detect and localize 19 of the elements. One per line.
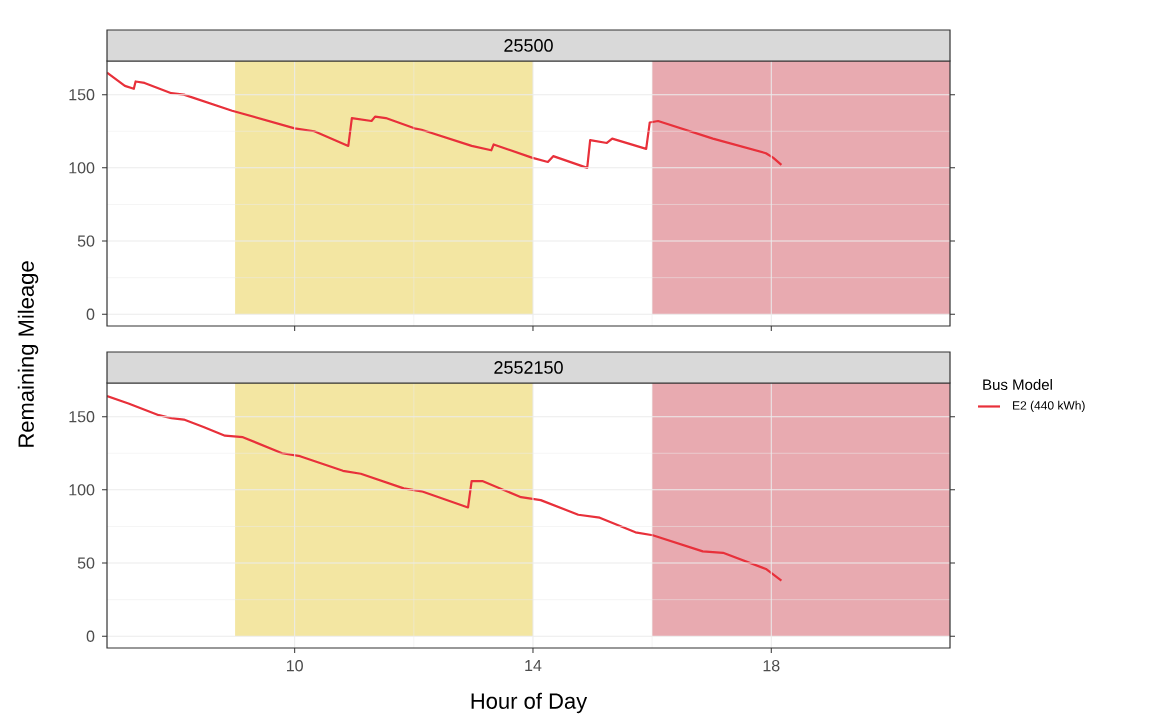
- y-tick-label: 150: [69, 89, 95, 101]
- x-tick-label: 10: [287, 660, 303, 672]
- chart-title: 2552150: [494, 361, 563, 374]
- y-axis-title: Remaining Mileage: [17, 261, 39, 447]
- line-series: [107, 395, 783, 582]
- legend-label: E2 (440 kWh): [1013, 400, 1085, 413]
- chart-title: 25500: [504, 39, 553, 52]
- x-axis-title: Hour of Day: [471, 692, 588, 714]
- y-tick-label: 150: [69, 411, 95, 423]
- y-tick-label: 100: [69, 484, 95, 496]
- line-series: [107, 71, 783, 169]
- x-tick-label: 18: [763, 660, 780, 672]
- x-tick-label: 14: [525, 660, 542, 672]
- y-tick-label: 0: [86, 308, 95, 320]
- y-tick-label: 0: [86, 630, 95, 642]
- y-tick-label: 100: [69, 162, 95, 174]
- y-tick-label: 50: [77, 557, 95, 569]
- y-tick-label: 50: [77, 235, 95, 247]
- legend-title: Bus Model: [983, 378, 1052, 390]
